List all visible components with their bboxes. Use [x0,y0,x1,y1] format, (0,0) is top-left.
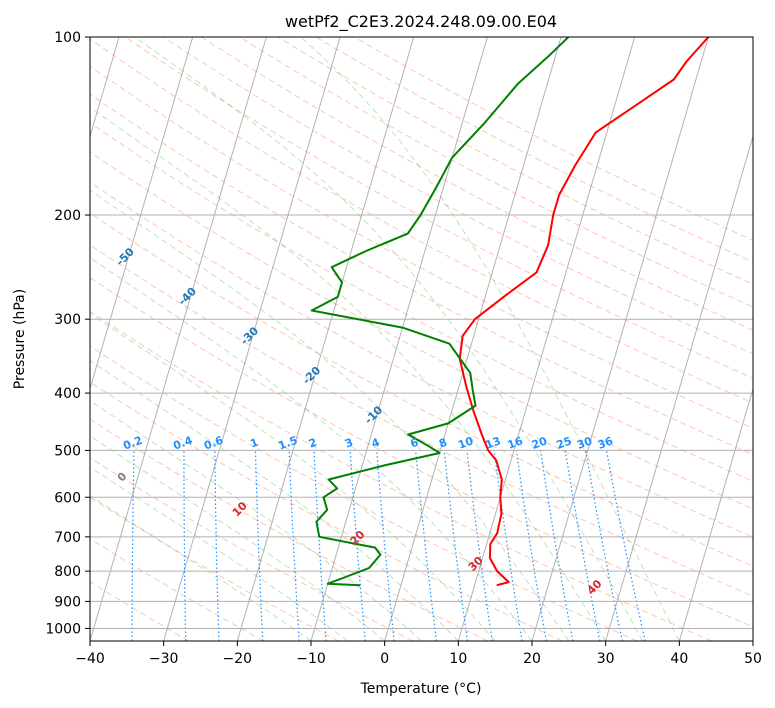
x-tick-label: 50 [744,651,762,667]
dry-adiabat [201,37,753,331]
x-tick-label: −30 [149,651,179,667]
x-tick-label: −20 [223,651,253,667]
dry-adiabat [315,37,753,263]
mixing-ratio-line [82,450,87,641]
x-axis-title: Temperature (°C) [360,681,482,697]
mixing-ratio-label: 1.5 [277,434,300,453]
mixing-ratio-label: 30 [575,434,594,452]
moist-adiabat [300,37,680,641]
mixing-ratio-label: 4 [370,436,382,451]
mixing-ratio-line [515,450,547,641]
dry-adiabat [90,65,753,429]
y-tick-label: 700 [54,530,81,546]
mixing-ratio-label: 0.4 [171,434,194,453]
dry-adiabat [125,37,753,379]
mixing-ratio-line [466,450,493,641]
x-tick-label: −10 [296,651,326,667]
dry-adiabat [90,244,753,597]
dry-adiabat [90,181,753,538]
x-tick-label: 30 [597,651,615,667]
mixing-ratio-label: 36 [596,434,615,452]
mixing-ratio-label: 0.2 [121,434,144,453]
isotherm [90,37,194,391]
x-tick-label: 10 [449,651,467,667]
chart-title: wetPf2_C2E3.2024.248.09.00.E04 [285,12,557,32]
x-axis-ticks: −40 −30 −20 −10 0 10 20 30 40 50 [75,641,762,667]
profile-lines [310,37,710,587]
x-tick-label: 0 [380,651,389,667]
mixing-ratio-line [605,450,646,641]
y-tick-label: 500 [54,443,81,459]
dry-adiabat [90,122,753,482]
x-tick-label: 40 [670,651,688,667]
dry-adiabat [90,457,414,641]
mixing-ratio-label: 20 [530,434,549,452]
mixing-ratio-label: 8 [437,436,449,451]
y-axis-title: Pressure (hPa) [12,289,28,389]
y-tick-label: 200 [54,208,81,224]
mixing-ratio-label: 6 [409,436,421,451]
y-tick-label: 1000 [45,621,81,637]
mixing-ratio-label: 3 [343,436,355,451]
y-tick-label: 100 [54,30,81,46]
mixing-ratio-label: 0.6 [202,434,225,453]
temperature-line [458,37,710,587]
moist-adiabat [90,257,533,641]
plot-frame [89,36,754,642]
mixing-ratio-label: 25 [555,434,574,451]
x-tick-label: −40 [75,651,105,667]
mixing-ratio-label: 13 [484,434,503,451]
isotherm [236,37,415,641]
mixing-ratio-label: 2 [307,436,319,451]
y-tick-label: 600 [54,490,81,506]
dry-adiabat [277,37,753,285]
mixing-ratio-label: 16 [506,434,525,452]
isotherm [531,37,709,641]
isotherm [678,386,753,641]
y-axis-ticks: 1000 900 800 700 600 500 400 300 200 100 [45,30,90,637]
isotherm [752,639,753,641]
dry-adiabat [353,37,753,241]
moist-adiabat [90,494,312,641]
dry-adiabat [90,212,753,567]
mixing-ratio-label: 10 [456,434,475,452]
mixing-ratio-line [415,450,437,641]
dry-adiabat [90,93,753,456]
moist-adiabat [90,106,607,641]
y-tick-label: 300 [54,312,81,328]
dry-adiabat [90,345,638,641]
mixing-ratio-line [585,450,623,641]
x-tick-label: 20 [523,651,541,667]
y-tick-label: 900 [54,594,81,610]
y-tick-label: 400 [54,386,81,402]
dry-adiabat [163,37,753,355]
dewpoint-line [310,37,570,587]
moist-adiabat [90,189,570,641]
plot-area [90,37,753,641]
mixing-ratio-line [443,450,469,641]
dry-adiabat [239,37,753,308]
isotherm [90,37,267,641]
dry-adiabat [90,277,753,628]
isotherm [457,37,636,641]
dry-adiabat [90,38,753,404]
y-tick-label: 800 [54,564,81,580]
isotherm [163,37,341,641]
dry-adiabat [90,496,339,641]
mixing-ratio-label: 1 [248,436,260,451]
mixing-ratio-line [376,450,395,641]
isotherm [384,37,562,641]
